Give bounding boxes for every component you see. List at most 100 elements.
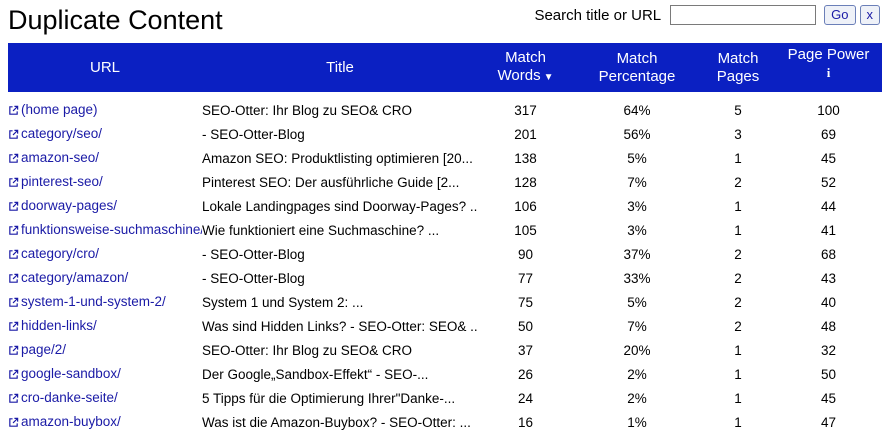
sort-desc-icon: ▼ <box>543 71 554 83</box>
match-pages-cell: 2 <box>734 270 742 286</box>
url-cell: doorway-pages/ <box>8 194 202 218</box>
external-link-icon <box>8 224 19 235</box>
url-text: pinterest-seo/ <box>21 173 103 189</box>
url-text: amazon-buybox/ <box>21 413 121 429</box>
url-text: system-1-und-system-2/ <box>21 293 166 309</box>
table-row: system-1-und-system-2/System 1 und Syste… <box>8 290 882 314</box>
go-button[interactable]: Go <box>824 5 856 25</box>
url-cell: amazon-seo/ <box>8 146 202 170</box>
external-link-icon <box>8 200 19 211</box>
match-percentage-cell: 56% <box>623 126 651 142</box>
match-words-cell: 106 <box>514 198 537 214</box>
match-percentage-cell: 5% <box>627 150 647 166</box>
match-words-cell: 138 <box>514 150 537 166</box>
match-pages-cell: 3 <box>734 126 742 142</box>
match-words-cell: 128 <box>514 174 537 190</box>
url-cell: hidden-links/ <box>8 314 202 338</box>
url-text: funktionsweise-suchmaschine/ <box>21 221 202 237</box>
match-words-cell: 105 <box>514 222 537 238</box>
url-text: doorway-pages/ <box>21 197 118 213</box>
url-text: category/cro/ <box>21 245 100 261</box>
column-header-match-pages[interactable]: Match Pages <box>701 43 775 92</box>
external-link-icon <box>8 152 19 163</box>
table-row: cro-danke-seite/5 Tipps für die Optimier… <box>8 386 882 410</box>
table-row: category/seo/ - SEO-Otter-Blog 201 56% 3 69 <box>8 122 882 146</box>
match-pages-cell: 1 <box>734 342 742 358</box>
external-link-icon <box>8 320 19 331</box>
title-cell: Was ist die Amazon-Buybox? - SEO-Otter: … <box>202 414 471 430</box>
match-words-cell: 77 <box>517 270 534 286</box>
match-words-cell: 90 <box>517 246 534 262</box>
match-words-cell: 50 <box>517 318 534 334</box>
url-link[interactable]: page/2/ <box>8 342 66 357</box>
match-pages-cell: 2 <box>734 174 742 190</box>
url-cell: cro-danke-seite/ <box>8 386 202 410</box>
match-pages-cell: 1 <box>734 390 742 406</box>
match-percentage-cell: 7% <box>627 174 647 190</box>
match-percentage-cell: 3% <box>627 222 647 238</box>
duplicate-content-table: URL Title Match Words ▼ Match Percentage … <box>8 43 882 434</box>
title-cell: - SEO-Otter-Blog <box>202 246 305 262</box>
page-power-cell: 43 <box>820 270 837 286</box>
url-link[interactable]: google-sandbox/ <box>8 366 121 381</box>
url-link[interactable]: category/cro/ <box>8 246 99 261</box>
table-header-row: URL Title Match Words ▼ Match Percentage … <box>8 43 882 92</box>
url-cell: page/2/ <box>8 338 202 362</box>
column-header-match-percentage[interactable]: Match Percentage <box>573 43 701 92</box>
table-row: amazon-seo/Amazon SEO: Produktlisting op… <box>8 146 882 170</box>
url-link[interactable]: (home page) <box>8 102 98 117</box>
table-row: category/amazon/ - SEO-Otter-Blog 77 33% 2 43 <box>8 266 882 290</box>
table-row: page/2/SEO-Otter: Ihr Blog zu SEO& CRO 37… <box>8 338 882 362</box>
url-link[interactable]: funktionsweise-suchmaschine/ <box>8 222 202 237</box>
page-power-cell: 50 <box>820 366 837 382</box>
match-pages-cell: 1 <box>734 414 742 430</box>
url-cell: (home page) <box>8 92 202 122</box>
match-percentage-cell: 20% <box>623 342 651 358</box>
match-pages-cell: 1 <box>734 222 742 238</box>
search-input[interactable] <box>670 5 817 25</box>
title-cell: Was sind Hidden Links? - SEO-Otter: SEO&… <box>202 318 478 334</box>
table-row: category/cro/ - SEO-Otter-Blog 90 37% 2 68 <box>8 242 882 266</box>
page-power-cell: 45 <box>820 390 837 406</box>
url-link[interactable]: category/amazon/ <box>8 270 128 285</box>
match-pages-cell: 2 <box>734 294 742 310</box>
url-cell: funktionsweise-suchmaschine/ <box>8 218 202 242</box>
column-header-url[interactable]: URL <box>8 43 202 92</box>
url-link[interactable]: cro-danke-seite/ <box>8 390 118 405</box>
external-link-icon <box>8 344 19 355</box>
match-percentage-cell: 1% <box>627 414 647 430</box>
url-link[interactable]: system-1-und-system-2/ <box>8 294 166 309</box>
url-link[interactable]: category/seo/ <box>8 126 102 141</box>
title-cell: - SEO-Otter-Blog <box>202 270 305 286</box>
table-row: amazon-buybox/Was ist die Amazon-Buybox?… <box>8 410 882 434</box>
table-row: pinterest-seo/Pinterest SEO: Der ausführ… <box>8 170 882 194</box>
page-power-cell: 44 <box>820 198 837 214</box>
match-pages-cell: 2 <box>734 318 742 334</box>
column-header-page-power[interactable]: Page Power i <box>775 43 882 92</box>
url-cell: system-1-und-system-2/ <box>8 290 202 314</box>
match-percentage-cell: 3% <box>627 198 647 214</box>
external-link-icon <box>8 368 19 379</box>
column-header-match-words[interactable]: Match Words ▼ <box>478 43 573 92</box>
url-link[interactable]: amazon-seo/ <box>8 150 99 165</box>
column-header-title[interactable]: Title <box>202 43 478 92</box>
clear-search-button[interactable]: x <box>859 5 880 25</box>
url-link[interactable]: doorway-pages/ <box>8 198 117 213</box>
match-percentage-cell: 64% <box>623 102 651 118</box>
external-link-icon <box>8 296 19 307</box>
match-percentage-cell: 7% <box>627 318 647 334</box>
table-row: funktionsweise-suchmaschine/Wie funktion… <box>8 218 882 242</box>
match-words-cell: 37 <box>517 342 534 358</box>
url-cell: category/seo/ <box>8 122 202 146</box>
url-link[interactable]: hidden-links/ <box>8 318 97 333</box>
match-pages-cell: 1 <box>734 366 742 382</box>
url-text: hidden-links/ <box>21 317 97 333</box>
table-row: doorway-pages/Lokale Landingpages sind D… <box>8 194 882 218</box>
duplicate-content-table-wrap: URL Title Match Words ▼ Match Percentage … <box>8 43 882 434</box>
info-icon[interactable]: i <box>826 65 831 80</box>
external-link-icon <box>8 416 19 427</box>
table-row: hidden-links/Was sind Hidden Links? - SE… <box>8 314 882 338</box>
match-words-cell: 16 <box>517 414 534 430</box>
url-link[interactable]: pinterest-seo/ <box>8 174 103 189</box>
url-link[interactable]: amazon-buybox/ <box>8 414 121 429</box>
